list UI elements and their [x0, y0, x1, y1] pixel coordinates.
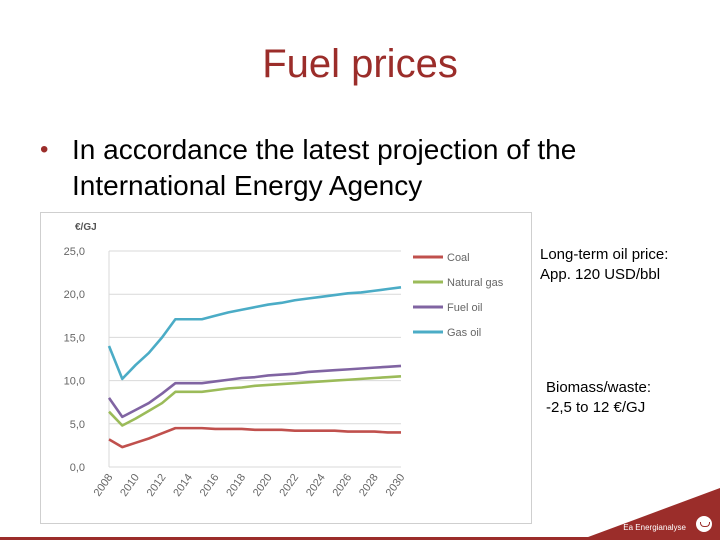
- oil-price-note: Long-term oil price: App. 120 USD/bbl: [540, 245, 668, 285]
- legend-label: Natural gas: [447, 277, 504, 289]
- bullet-text: In accordance the latest projection of t…: [72, 134, 577, 201]
- oil-price-label: Long-term oil price:: [540, 246, 669, 263]
- bullet-point: • In accordance the latest projection of…: [40, 132, 700, 204]
- y-tick-label: 20,0: [64, 289, 85, 301]
- legend-label: Fuel oil: [447, 302, 482, 314]
- footer-brand: Ea Energianalyse: [623, 523, 686, 532]
- y-unit-label: €/GJ: [75, 222, 97, 233]
- x-tick-label: 2014: [171, 472, 195, 499]
- x-tick-label: 2018: [224, 472, 248, 499]
- fuel-price-chart: €/GJ 0,0 5,0 10,0 15,0 20,0 25,0 2008 2010 2012 20…: [40, 212, 532, 524]
- series-line-fuel-oil: [107, 364, 402, 419]
- x-tick-label: 2010: [118, 472, 142, 499]
- series-line-natural-gas: [108, 374, 402, 427]
- y-tick-label: 10,0: [64, 376, 85, 388]
- bullet-icon: •: [40, 136, 49, 163]
- legend-label: Gas oil: [447, 327, 481, 339]
- biomass-value: -2,5 to 12 €/GJ: [546, 399, 646, 416]
- oil-price-value: App. 120 USD/bbl: [540, 266, 661, 283]
- x-tick-label: 2008: [92, 472, 116, 499]
- x-tick-label: 2016: [198, 472, 222, 499]
- legend-label: Coal: [447, 252, 470, 264]
- footer-line: [0, 537, 720, 540]
- x-tick-label: 2026: [330, 472, 354, 499]
- x-tick-label: 2020: [251, 472, 275, 499]
- x-tick-label: 2022: [277, 472, 301, 499]
- biomass-label: Biomass/waste:: [546, 379, 652, 396]
- biomass-note: Biomass/waste: -2,5 to 12 €/GJ: [546, 378, 651, 418]
- company-logo-icon: [694, 514, 714, 534]
- x-tick-label: 2028: [357, 472, 381, 499]
- slide-title: Fuel prices: [262, 42, 458, 86]
- y-tick-label: 15,0: [64, 332, 85, 344]
- x-tick-label: 2030: [384, 472, 408, 499]
- y-tick-label: 5,0: [70, 419, 85, 431]
- y-tick-label: 25,0: [64, 246, 85, 258]
- x-tick-label: 2012: [145, 472, 169, 499]
- y-tick-label: 0,0: [70, 462, 85, 474]
- series-line-gas-oil: [107, 285, 402, 381]
- x-tick-label: 2024: [304, 472, 328, 499]
- series-line-coal: [108, 426, 401, 449]
